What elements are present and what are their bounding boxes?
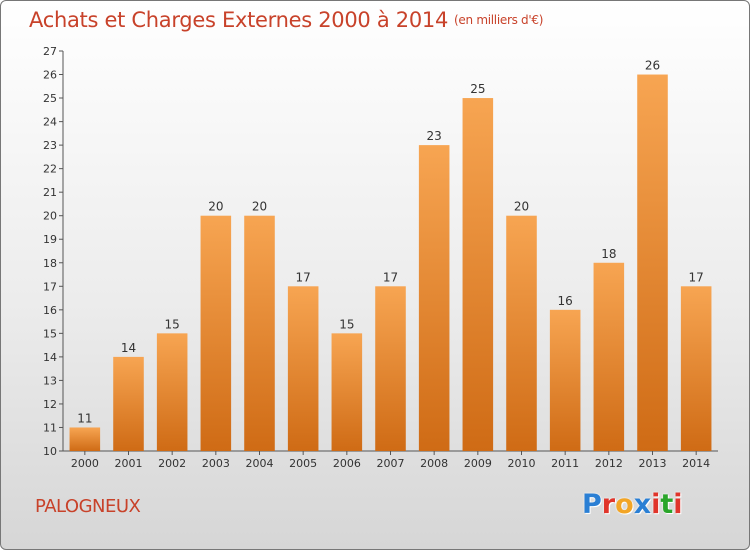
- x-tick-label-2010: 2010: [508, 457, 536, 470]
- bar-2007: [375, 286, 406, 451]
- bar-2004: [244, 215, 275, 451]
- x-tick-label-2005: 2005: [289, 457, 317, 470]
- bar-2005: [287, 286, 319, 451]
- x-tick-label-2002: 2002: [158, 457, 186, 470]
- bar-2002: [156, 333, 188, 451]
- logo-letter: r: [601, 489, 616, 520]
- y-tick-label: 20: [43, 210, 57, 223]
- bar-2011: [549, 309, 581, 451]
- chart-bars: [69, 74, 712, 451]
- x-tick-label-2000: 2000: [71, 457, 99, 470]
- y-tick-label: 12: [43, 398, 57, 411]
- y-tick-label: 27: [43, 45, 57, 58]
- bar-2000: [69, 427, 101, 451]
- chart-labels: 11 14 15 20 20 17 15 17 23 25 20 16 18 26 17: [77, 59, 704, 426]
- logo-letter: t: [660, 489, 674, 520]
- value-label-2004: 20: [252, 200, 267, 214]
- bar-2008: [418, 145, 450, 451]
- y-tick-label: 16: [43, 304, 57, 317]
- chart-title-text: Achats et Charges Externes 2000 à 2014: [29, 8, 449, 32]
- value-label-2014: 17: [689, 270, 704, 284]
- logo-letter: x: [633, 489, 652, 520]
- value-label-2007: 17: [383, 270, 398, 284]
- y-tick-label: 24: [43, 116, 57, 129]
- y-tick-label: 14: [43, 351, 57, 364]
- value-label-2009: 25: [470, 82, 485, 96]
- x-tick-label-2007: 2007: [377, 457, 405, 470]
- bar-2014: [680, 286, 712, 451]
- commune-name: PALOGNEUX: [35, 496, 141, 517]
- x-tick-label-2008: 2008: [420, 457, 448, 470]
- y-tick-label: 22: [43, 163, 57, 176]
- y-tick-label: 11: [43, 421, 57, 434]
- bar-2012: [593, 262, 625, 451]
- chart-title: Achats et Charges Externes 2000 à 2014 (e…: [29, 8, 543, 32]
- y-tick-label: 13: [43, 374, 57, 387]
- y-tick-label: 10: [43, 445, 57, 458]
- y-tick-label: 18: [43, 257, 57, 270]
- y-tick-label: 26: [43, 69, 57, 82]
- value-label-2003: 20: [208, 200, 223, 214]
- chart-unit: (en milliers d'€): [454, 13, 544, 27]
- value-label-2013: 26: [645, 59, 660, 73]
- x-tick-label-2004: 2004: [246, 457, 274, 470]
- bar-2010: [506, 215, 537, 451]
- x-tick-label-2011: 2011: [551, 457, 579, 470]
- logo-letter: P: [582, 489, 602, 520]
- value-label-2012: 18: [601, 247, 616, 261]
- proxiti-logo: Proxiti: [582, 489, 692, 523]
- y-tick-label: 25: [43, 92, 57, 105]
- logo-letter: o: [615, 489, 634, 520]
- bar-2001: [113, 356, 144, 451]
- bar-2006: [331, 333, 363, 451]
- logo-letter: i: [673, 489, 683, 520]
- y-tick-label: 17: [43, 280, 57, 293]
- value-label-2008: 23: [427, 129, 442, 143]
- value-label-2002: 15: [165, 317, 180, 331]
- x-tick-label-2003: 2003: [202, 457, 230, 470]
- y-tick-label: 15: [43, 327, 57, 340]
- value-label-2000: 11: [77, 411, 92, 425]
- logo-letter: i: [651, 489, 661, 520]
- value-label-2010: 20: [514, 200, 529, 214]
- bar-2013: [637, 74, 668, 451]
- bar-2003: [200, 215, 232, 451]
- y-tick-label: 23: [43, 139, 57, 152]
- y-tick-label: 21: [43, 186, 57, 199]
- x-tick-label-2009: 2009: [464, 457, 492, 470]
- x-tick-label-2013: 2013: [639, 457, 667, 470]
- x-tick-label-2006: 2006: [333, 457, 361, 470]
- x-tick-label-2014: 2014: [682, 457, 710, 470]
- chart-axes: 10 11 12 13 14 15 16 17 18 19 20 21 22 23 24 25 26 27 2000…: [43, 45, 718, 470]
- value-label-2005: 17: [296, 270, 311, 284]
- value-label-2006: 15: [339, 317, 354, 331]
- y-tick-label: 19: [43, 233, 57, 246]
- value-label-2011: 16: [558, 294, 573, 308]
- x-tick-label-2012: 2012: [595, 457, 623, 470]
- value-label-2001: 14: [121, 341, 136, 355]
- x-tick-label-2001: 2001: [115, 457, 143, 470]
- bar-2009: [462, 98, 494, 451]
